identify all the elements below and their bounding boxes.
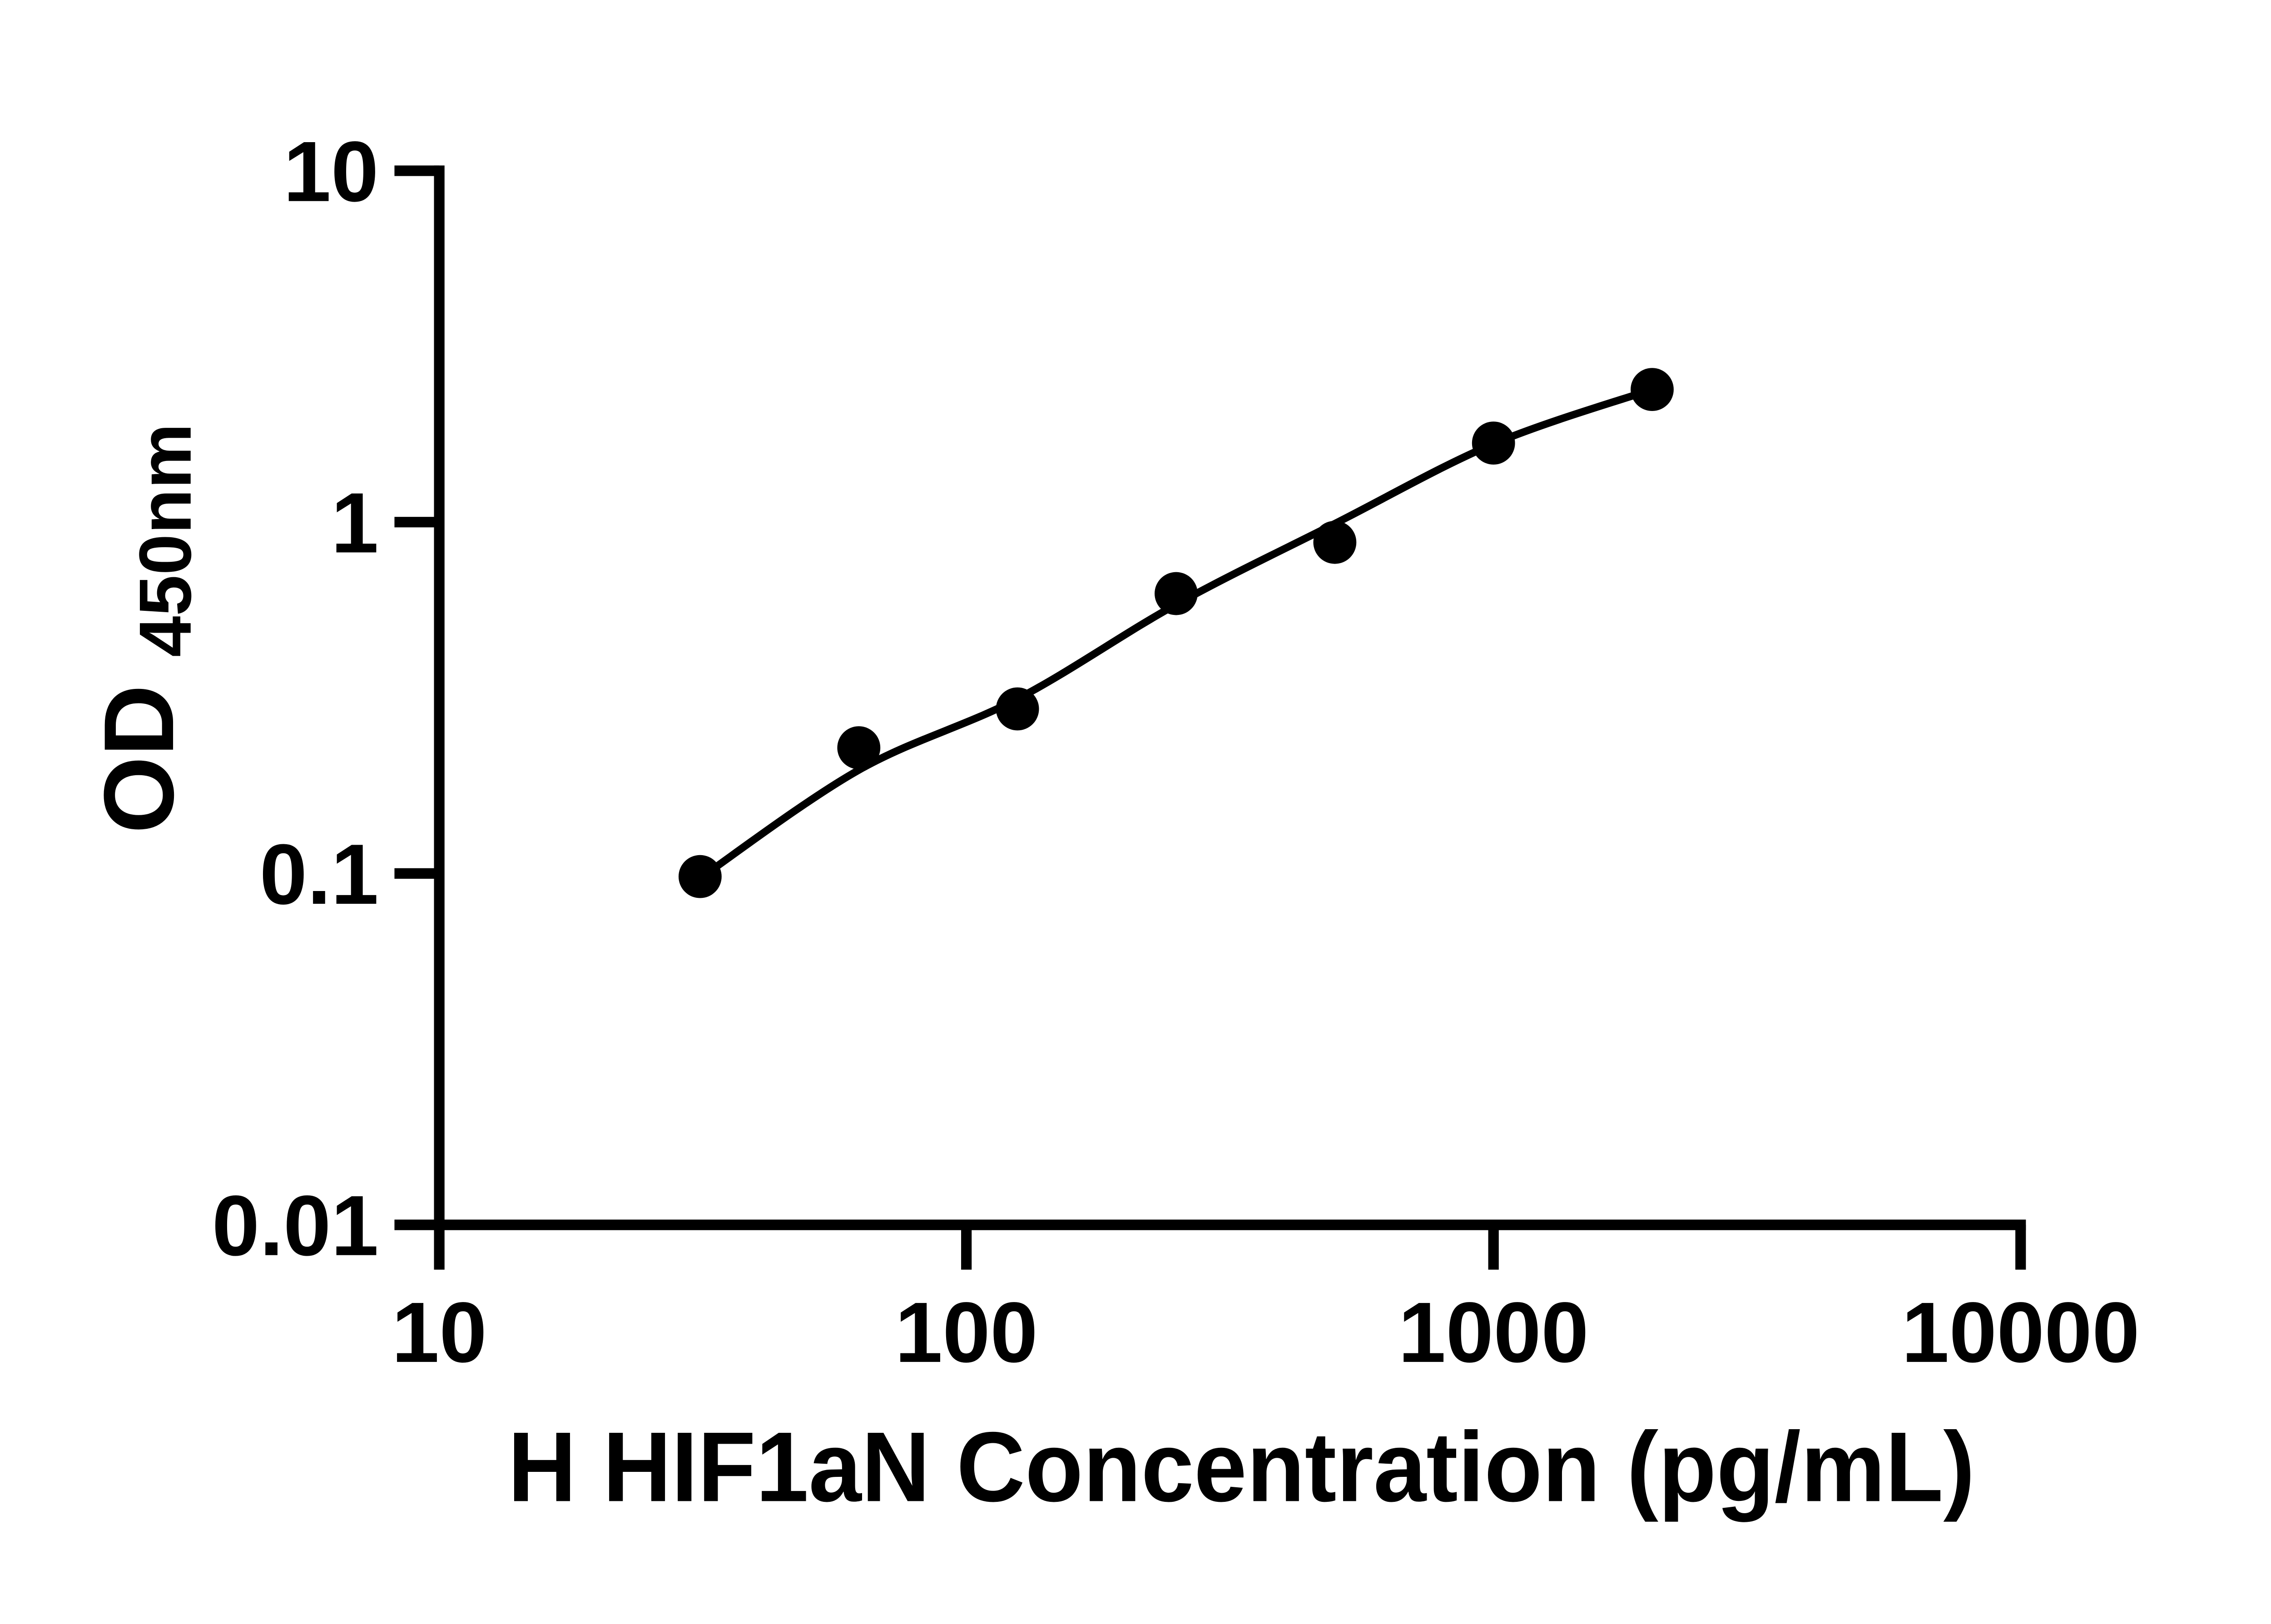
data-point [1313,520,1357,564]
fit-curve [696,386,1656,882]
y-axis-title: OD 450nm [84,423,207,833]
plot-area [679,368,1674,898]
y-axis-title-main: OD [84,685,194,834]
y-tick-label: 10 [283,124,379,219]
data-point [996,687,1039,731]
data-point [1631,368,1674,411]
data-point [679,855,722,898]
x-tick-label: 1000 [1398,1284,1589,1380]
x-axis-title: H HIF1aN Concentration (pg/mL) [508,1411,1975,1522]
axes [434,165,2026,1270]
data-point [1472,421,1515,465]
data-point [1155,572,1198,615]
y-tick-label: 1 [331,475,379,570]
x-tick-label: 10 [392,1284,487,1380]
x-tick-label: 10000 [1902,1284,2140,1380]
x-tick-label: 100 [895,1284,1038,1380]
y-tick-label: 0.01 [212,1178,379,1273]
data-point [837,726,881,769]
y-tick-label: 0.1 [259,826,378,922]
y-axis-title-subscript: 450nm [124,423,207,657]
